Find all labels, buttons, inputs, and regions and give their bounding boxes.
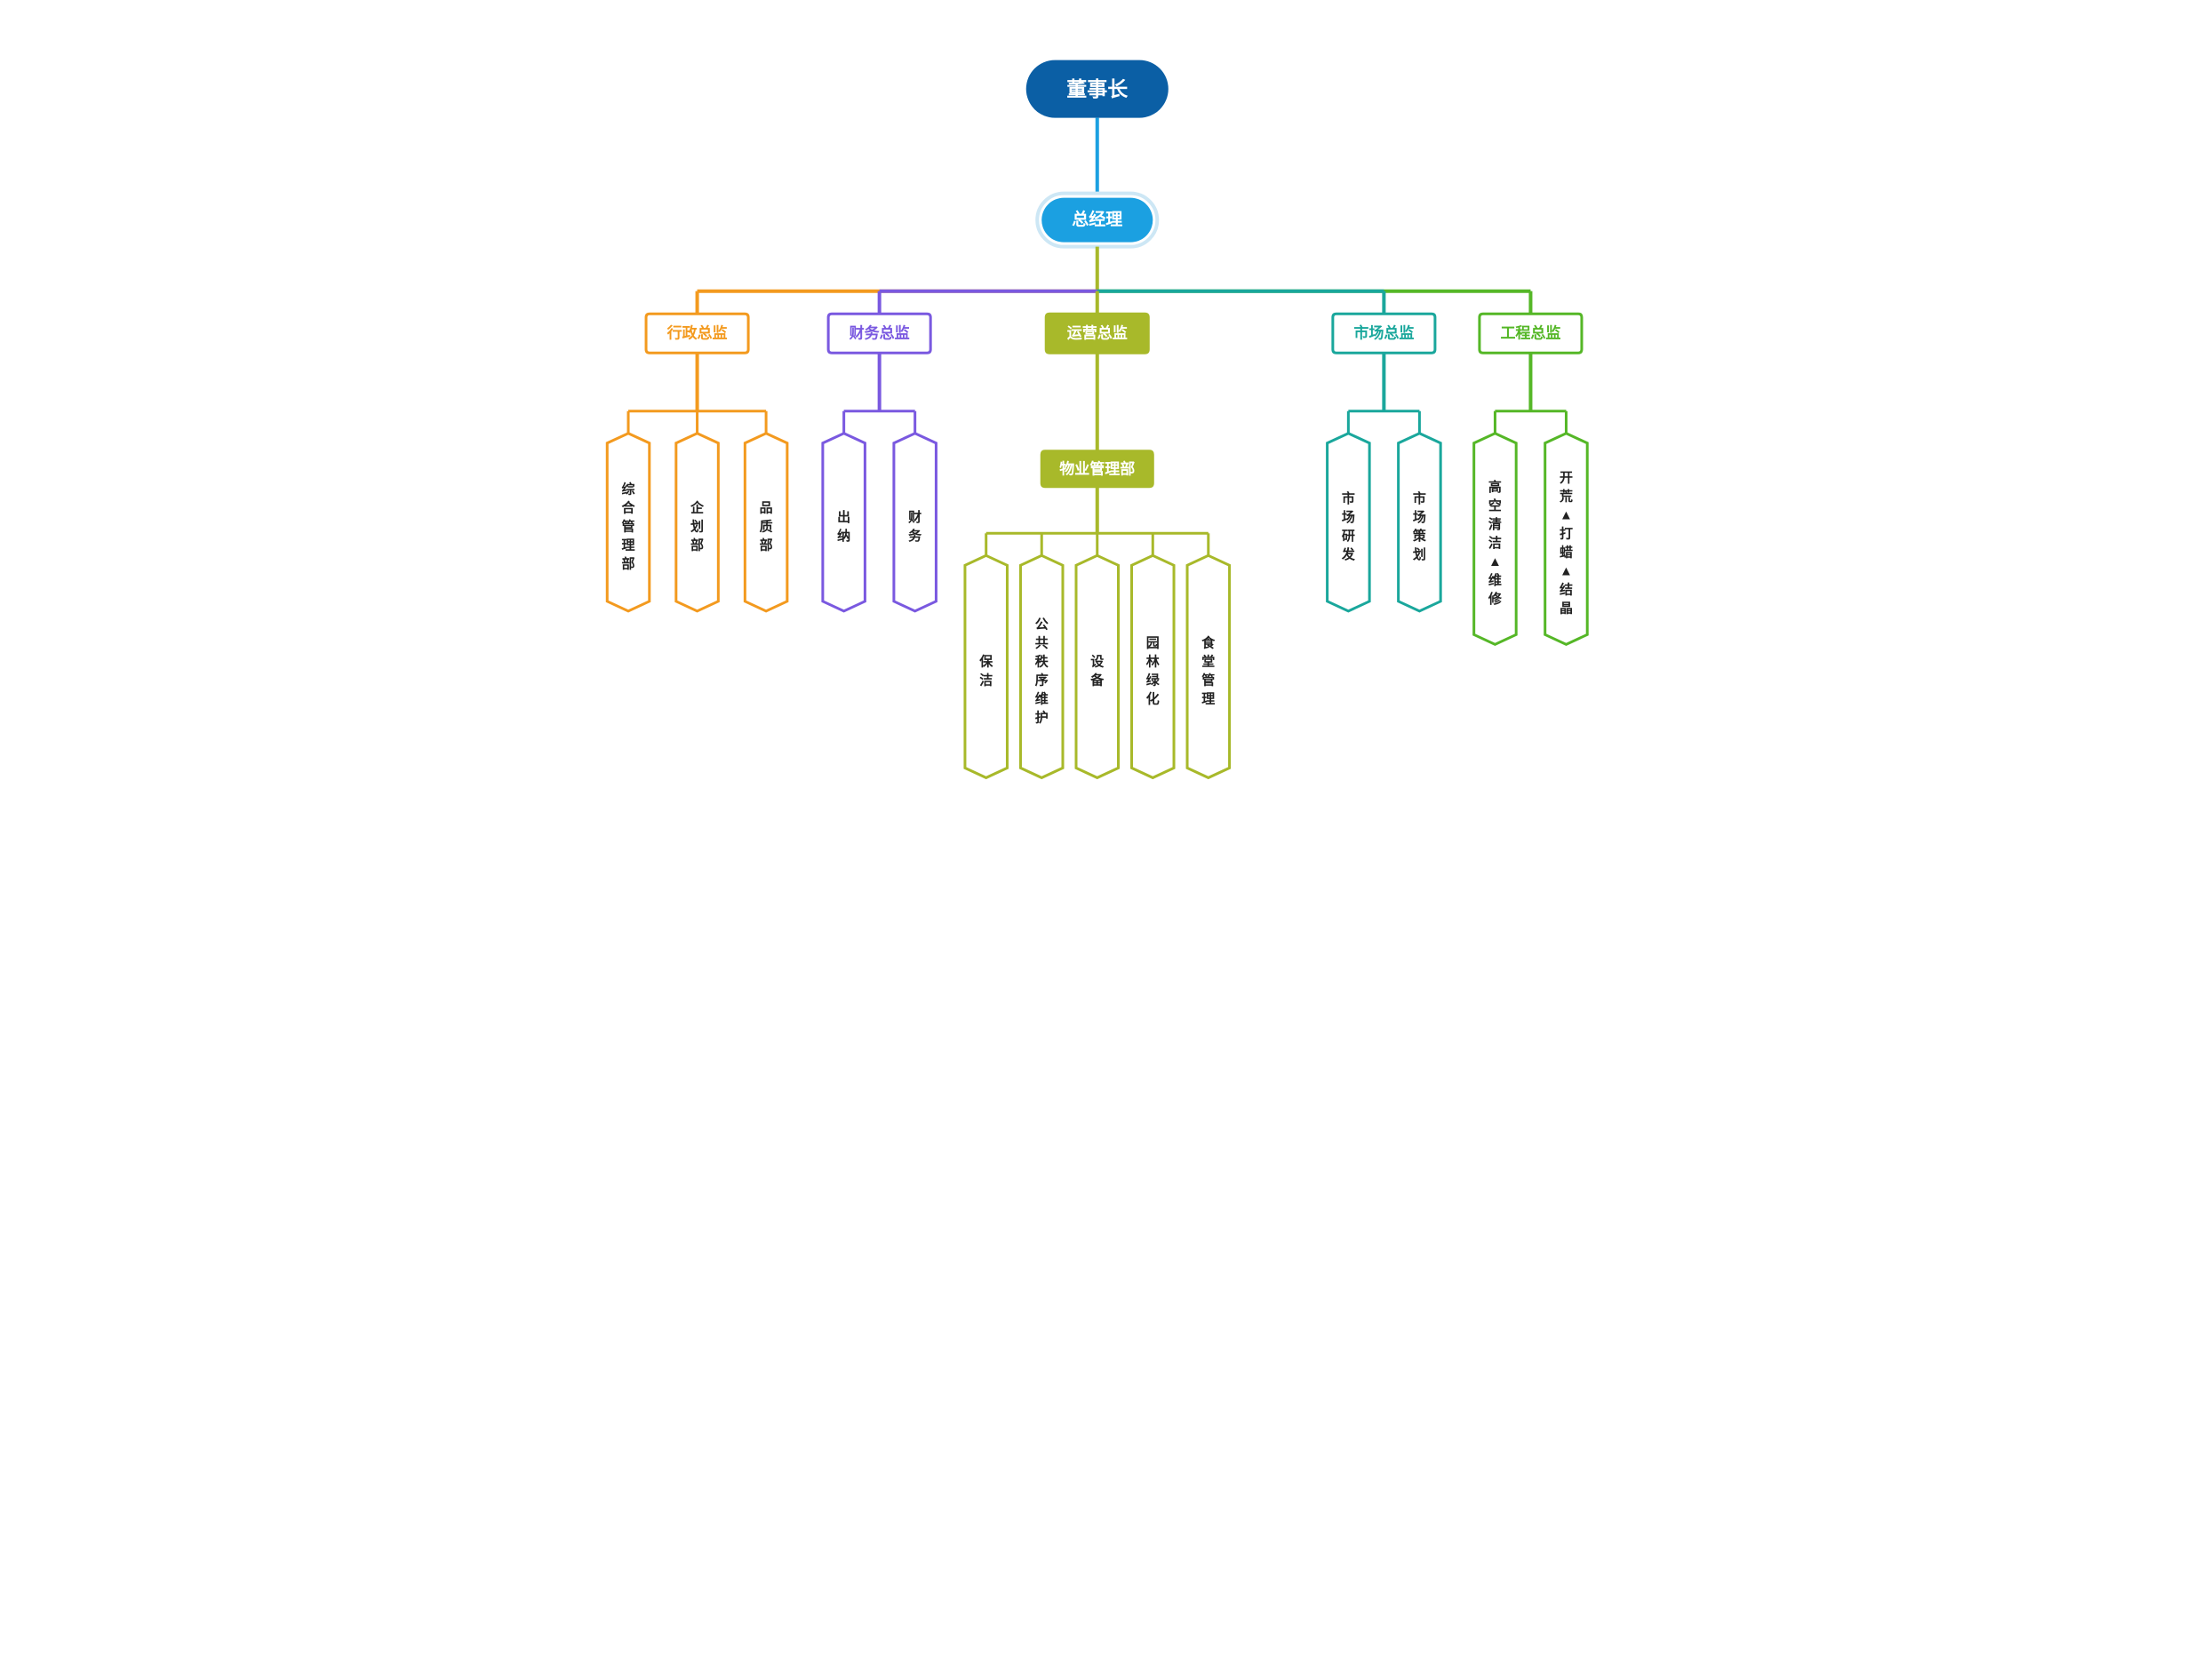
child-label-ops-3: 化 bbox=[1146, 690, 1160, 706]
child-label-market-0: 场 bbox=[1342, 510, 1355, 525]
director-finance-label: 财务总监 bbox=[849, 324, 910, 342]
child-label-eng-1: 开 bbox=[1560, 471, 1573, 486]
child-label-ops-1: 共 bbox=[1035, 635, 1049, 650]
child-label-ops-3: 林 bbox=[1146, 653, 1161, 669]
child-label-admin-2: 部 bbox=[760, 537, 773, 553]
child-label-ops-4: 管 bbox=[1201, 672, 1215, 688]
child-label-ops-4: 堂 bbox=[1201, 653, 1215, 669]
child-label-market-1: 划 bbox=[1413, 546, 1426, 562]
child-label-eng-1: 晶 bbox=[1560, 601, 1573, 617]
child-label-finance-0: 出 bbox=[837, 509, 850, 525]
child-label-market-1: 策 bbox=[1412, 528, 1427, 544]
child-label-ops-1: 序 bbox=[1035, 672, 1049, 688]
child-label-ops-2: 设 bbox=[1090, 654, 1104, 669]
child-label-eng-1: 蜡 bbox=[1560, 545, 1573, 561]
child-label-eng-0: 洁 bbox=[1488, 535, 1502, 551]
child-label-eng-0: 维 bbox=[1488, 572, 1502, 588]
child-label-finance-0: 纳 bbox=[837, 528, 850, 544]
director-ops-label: 运营总监 bbox=[1067, 324, 1128, 342]
child-label-ops-4: 理 bbox=[1201, 691, 1215, 706]
director-admin-label: 行政总监 bbox=[666, 324, 728, 342]
child-label-eng-0: 空 bbox=[1488, 498, 1502, 514]
director-eng-label: 工程总监 bbox=[1500, 324, 1560, 342]
child-label-ops-0: 保 bbox=[978, 653, 993, 669]
child-label-ops-1: 维 bbox=[1035, 690, 1049, 706]
child-label-ops-3: 园 bbox=[1146, 635, 1160, 650]
child-label-ops-4: 食 bbox=[1201, 634, 1216, 650]
child-label-market-0: 研 bbox=[1342, 529, 1355, 544]
subnode-ops-label: 物业管理部 bbox=[1059, 459, 1135, 477]
child-label-admin-2: 质 bbox=[760, 518, 773, 534]
child-label-ops-2: 备 bbox=[1089, 672, 1105, 688]
child-label-admin-1: 企 bbox=[690, 499, 705, 515]
child-label-eng-1: 荒 bbox=[1560, 489, 1573, 505]
child-label-eng-0: ▲ bbox=[1488, 554, 1502, 569]
chairman-label: 董事长 bbox=[1066, 77, 1129, 100]
child-label-admin-0: 理 bbox=[622, 537, 635, 553]
child-label-finance-1: 财 bbox=[908, 509, 921, 525]
child-label-ops-0: 洁 bbox=[979, 672, 993, 688]
child-label-admin-0: 管 bbox=[622, 518, 635, 534]
child-label-eng-0: 清 bbox=[1488, 516, 1502, 532]
child-label-eng-0: 修 bbox=[1488, 591, 1503, 607]
child-label-market-0: 发 bbox=[1341, 546, 1356, 562]
child-label-eng-1: ▲ bbox=[1560, 508, 1573, 523]
child-label-eng-1: 结 bbox=[1560, 582, 1573, 598]
director-market-label: 市场总监 bbox=[1353, 324, 1414, 342]
child-label-eng-1: ▲ bbox=[1560, 564, 1573, 579]
gm-label: 总经理 bbox=[1072, 209, 1122, 229]
child-label-ops-3: 绿 bbox=[1146, 672, 1161, 688]
child-label-market-0: 市 bbox=[1342, 490, 1355, 506]
child-label-finance-1: 务 bbox=[908, 528, 922, 544]
child-label-admin-1: 部 bbox=[690, 537, 704, 553]
child-label-market-1: 场 bbox=[1413, 510, 1426, 525]
child-label-admin-1: 划 bbox=[690, 518, 704, 534]
child-label-eng-0: 高 bbox=[1488, 479, 1502, 495]
child-label-ops-1: 秩 bbox=[1035, 653, 1049, 669]
child-label-admin-2: 品 bbox=[760, 500, 773, 515]
child-label-eng-1: 打 bbox=[1560, 526, 1573, 542]
child-label-admin-0: 综 bbox=[622, 481, 635, 497]
child-label-ops-1: 护 bbox=[1035, 709, 1049, 725]
child-label-admin-0: 部 bbox=[622, 555, 635, 571]
child-label-admin-0: 合 bbox=[621, 499, 636, 515]
child-label-ops-1: 公 bbox=[1035, 617, 1049, 632]
child-label-market-1: 市 bbox=[1413, 490, 1426, 506]
org-chart: 董事长总经理行政总监综合管理部企划部品质部财务总监出纳财务运营总监物业管理部保洁… bbox=[548, 0, 1646, 840]
